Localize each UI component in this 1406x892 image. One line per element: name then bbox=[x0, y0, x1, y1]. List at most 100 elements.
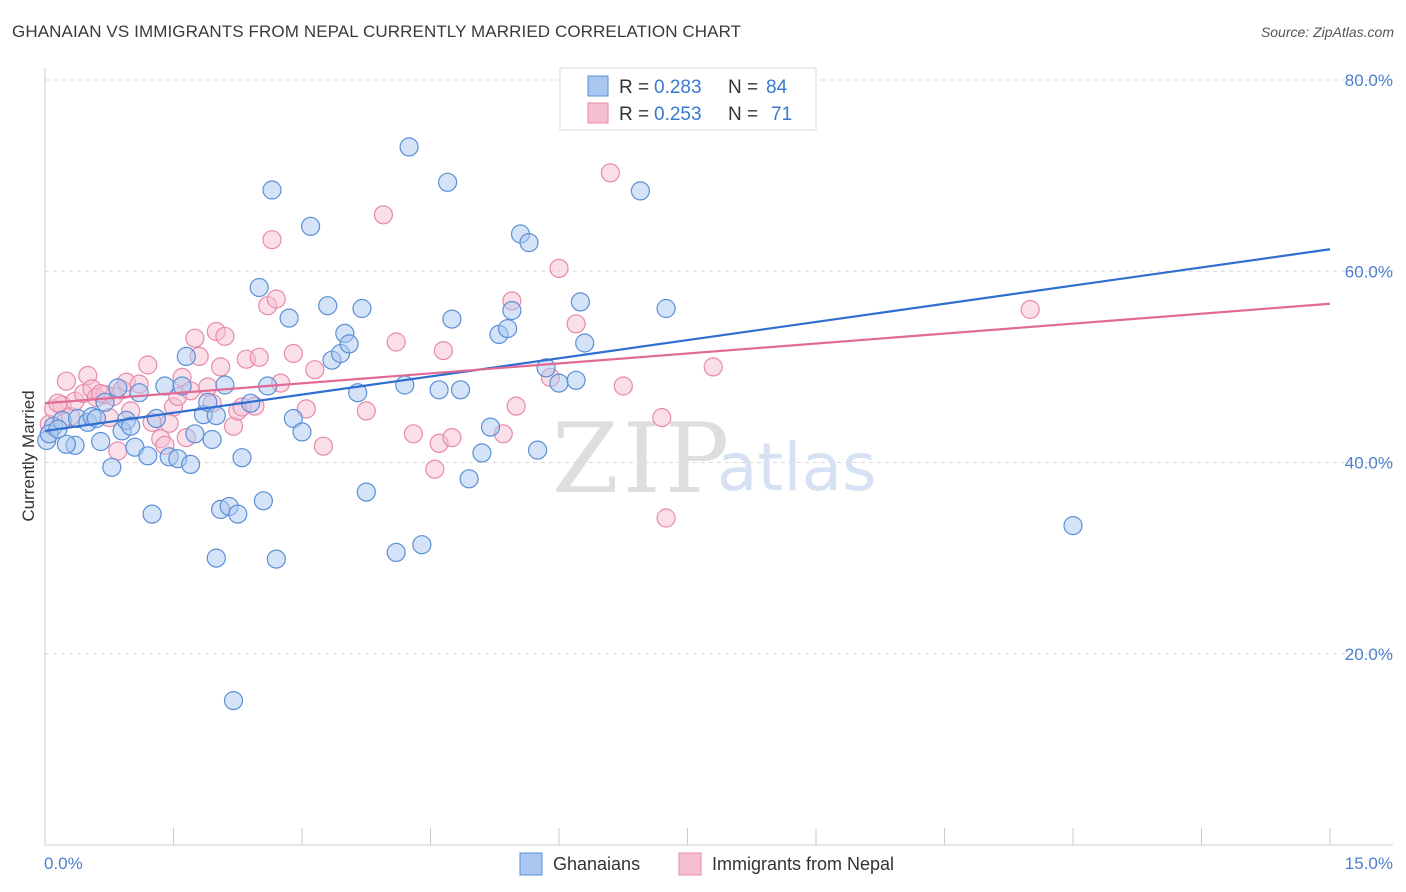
nepal-point bbox=[566, 314, 586, 334]
nepal-point bbox=[656, 508, 676, 528]
ghanaians-point bbox=[155, 376, 175, 396]
ghanaians-point bbox=[228, 504, 248, 524]
ghanaians-point bbox=[656, 298, 676, 319]
ghanaians-point bbox=[253, 491, 273, 511]
ghanaians-point bbox=[575, 333, 595, 353]
nepal-point bbox=[613, 376, 633, 396]
y-tick-label: 60.0% bbox=[1345, 262, 1393, 281]
ghanaians-point bbox=[56, 434, 77, 454]
x-tick-label-max: 15.0% bbox=[1345, 854, 1393, 873]
ghanaians-point bbox=[498, 319, 518, 339]
ghanaians-point bbox=[91, 431, 111, 452]
nepal-point bbox=[373, 205, 393, 225]
ghanaians-point bbox=[386, 542, 406, 563]
ghanaians-point bbox=[438, 172, 458, 192]
nepal-point bbox=[386, 332, 406, 352]
source-credit: Source: ZipAtlas.com bbox=[1260, 24, 1394, 40]
bottom-legend-label-ghanaians: Ghanaians bbox=[553, 854, 640, 874]
ghanaians-point bbox=[502, 300, 522, 321]
nepal-point bbox=[138, 355, 158, 375]
nepal-point bbox=[600, 163, 621, 183]
chart-title: GHANAIAN VS IMMIGRANTS FROM NEPAL CURREN… bbox=[12, 22, 742, 41]
ghanaians-point bbox=[142, 504, 162, 524]
ghanaians-point bbox=[566, 370, 586, 390]
ghanaians-point bbox=[129, 383, 149, 403]
ghanaians-point bbox=[519, 233, 539, 253]
nepal-point bbox=[305, 360, 325, 380]
ghanaians-point bbox=[172, 376, 192, 396]
legend-n-value-ghanaians: 84 bbox=[766, 77, 788, 98]
nepal-point bbox=[262, 230, 282, 250]
ghanaians-point bbox=[249, 277, 269, 298]
nepal-point bbox=[108, 441, 128, 461]
ghanaians-point bbox=[399, 137, 419, 157]
ghanaians-point bbox=[339, 334, 359, 354]
ghanaians-point bbox=[301, 216, 321, 236]
nepal-point bbox=[703, 357, 723, 377]
nepal-point bbox=[296, 399, 316, 419]
nepal-point bbox=[403, 424, 423, 444]
ghanaians-point bbox=[429, 380, 449, 400]
ghanaians-point bbox=[442, 309, 462, 329]
legend-swatch-ghanaians bbox=[587, 75, 609, 97]
legend-n-label-nepal: N = bbox=[728, 104, 758, 125]
ghanaians-point bbox=[570, 292, 591, 312]
nepal-point bbox=[185, 328, 205, 348]
nepal-point bbox=[266, 289, 286, 309]
nepal-point bbox=[211, 357, 231, 377]
bottom-legend-label-nepal: Immigrants from Nepal bbox=[712, 854, 894, 874]
ghanaians-point bbox=[292, 422, 312, 442]
series-nepal bbox=[39, 163, 1040, 528]
axes bbox=[44, 68, 1393, 846]
ghanaians-point bbox=[185, 424, 205, 444]
ghanaians-point bbox=[318, 296, 338, 316]
ghanaians-point bbox=[412, 535, 432, 555]
ghanaians-point bbox=[95, 392, 115, 412]
series-ghanaians bbox=[37, 137, 1083, 711]
ghanaians-point bbox=[215, 375, 235, 395]
ghanaians-point bbox=[262, 180, 282, 200]
nepal-point bbox=[215, 326, 235, 346]
ghanaians-point bbox=[108, 378, 128, 398]
nepal-point bbox=[356, 401, 376, 421]
ghanaians-point bbox=[223, 690, 244, 711]
ghanaians-point bbox=[121, 416, 141, 436]
nepal-point bbox=[313, 436, 333, 456]
ghanaians-point bbox=[356, 482, 376, 502]
ghanaians-point bbox=[283, 408, 303, 429]
ghanaians-point bbox=[202, 429, 222, 450]
nepal-point bbox=[433, 341, 453, 361]
legend-r-label-nepal: R = bbox=[619, 104, 649, 125]
nepal-point bbox=[652, 408, 672, 428]
ghanaians-point bbox=[1063, 515, 1083, 536]
ghanaians-point bbox=[181, 454, 201, 474]
watermark-atlas: atlas bbox=[717, 429, 877, 506]
ghanaians-point bbox=[352, 298, 372, 319]
trend-lines bbox=[44, 248, 1331, 433]
y-axis-label: Currently Married bbox=[19, 390, 38, 521]
ghanaians-point bbox=[176, 346, 196, 366]
nepal-point bbox=[249, 347, 269, 367]
legend-r-label-ghanaians: R = bbox=[619, 77, 649, 98]
legend-swatch-nepal bbox=[587, 102, 609, 124]
legend-bottom: Ghanaians Immigrants from Nepal bbox=[519, 852, 894, 876]
nepal-point bbox=[283, 343, 303, 364]
legend-top: R = 0.283 N = 84 R = 0.253 N = 71 bbox=[559, 67, 817, 131]
y-tick-label: 80.0% bbox=[1345, 71, 1393, 90]
ghanaians-point bbox=[146, 408, 166, 429]
nepal-point bbox=[442, 428, 462, 448]
watermark: ZIP atlas bbox=[552, 403, 877, 515]
ghanaians-point bbox=[549, 373, 569, 393]
ghanaians-point bbox=[206, 406, 226, 426]
ghanaians-point bbox=[232, 448, 252, 468]
legend-n-value-nepal: 71 bbox=[771, 104, 792, 125]
ghanaians-point bbox=[527, 440, 548, 460]
bottom-legend-swatch-nepal bbox=[678, 852, 702, 876]
ghanaians-point bbox=[472, 443, 492, 463]
ghanaians-point bbox=[450, 380, 471, 400]
nepal-point bbox=[506, 396, 526, 416]
nepal-point bbox=[56, 371, 77, 391]
x-tick-label-min: 0.0% bbox=[44, 854, 83, 873]
nepal-trend-line bbox=[44, 302, 1331, 405]
